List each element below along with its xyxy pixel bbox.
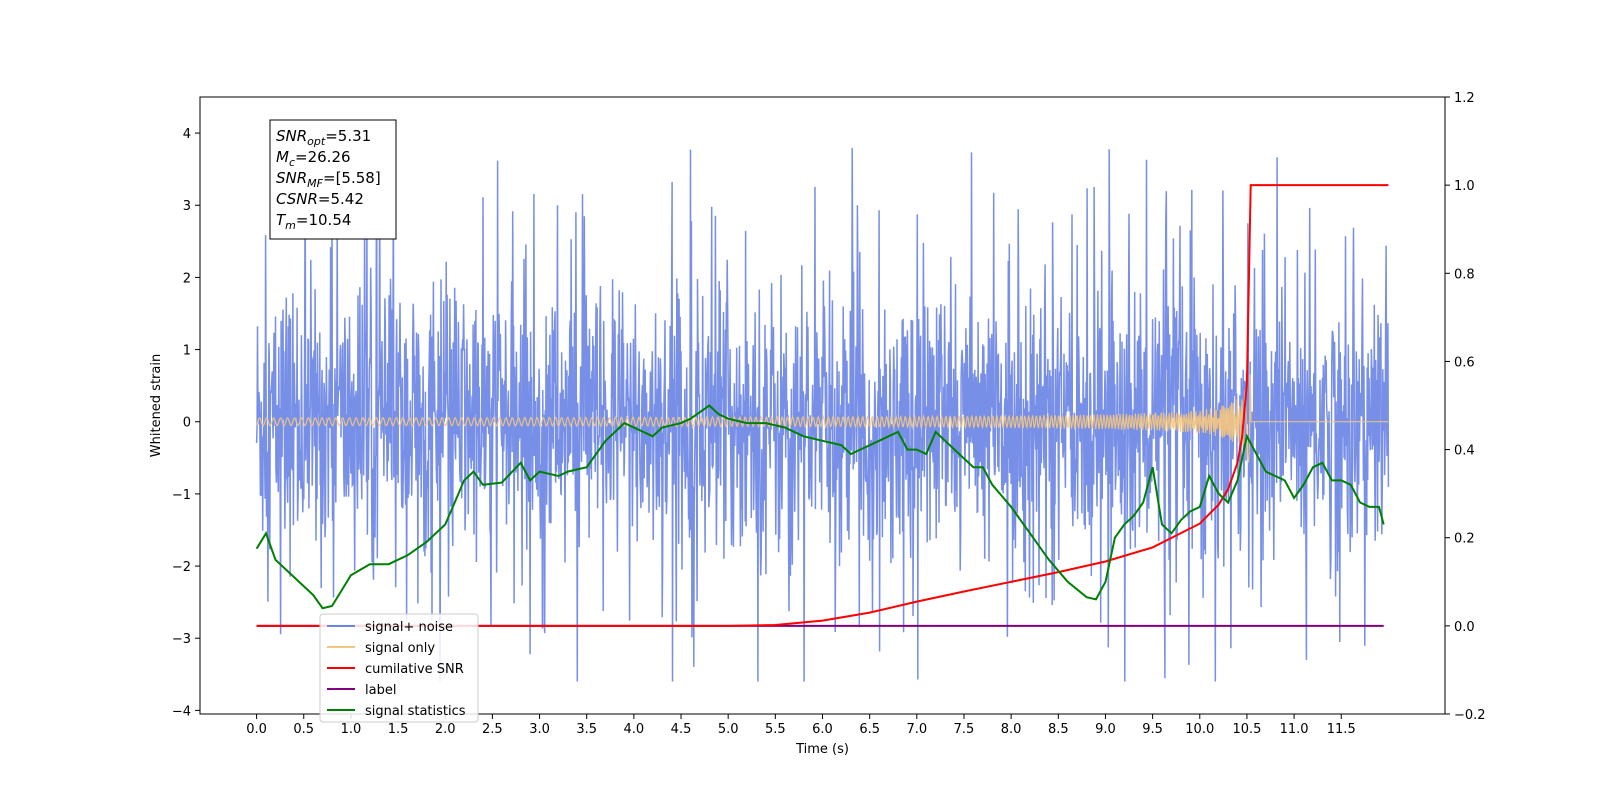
x-tick-label: 11.5 — [1327, 722, 1356, 737]
legend-entry: signal statistics — [365, 704, 466, 719]
info-box-frame — [269, 119, 397, 240]
x-axis-label: Time (s) — [795, 742, 849, 757]
y-tick-label: 3 — [183, 199, 191, 214]
x-tick-label: 10.0 — [1185, 722, 1214, 737]
x-tick-label: 8.0 — [1001, 722, 1022, 737]
info-box: SNRopt=5.31Mc=26.26SNRMF=[5.58]CSNR=5.42… — [269, 119, 397, 240]
legend-frame — [319, 613, 479, 723]
x-tick-label: 4.0 — [624, 722, 645, 737]
y-tick-label: −3 — [172, 632, 191, 647]
y2-tick-label: 0.4 — [1454, 444, 1475, 459]
x-tick-label: 3.0 — [529, 722, 550, 737]
info-box-line: SNRMF=[5.58] — [276, 169, 381, 190]
x-tick-label: 5.0 — [718, 722, 739, 737]
legend-entry: signal+ noise — [365, 620, 453, 635]
x-tick-label: 8.5 — [1048, 722, 1069, 737]
x-tick-label: 7.0 — [906, 722, 927, 737]
y-tick-label: 2 — [183, 271, 191, 286]
y-tick-label: 0 — [183, 416, 191, 431]
legend-entry: cumilative SNR — [365, 662, 464, 677]
info-box-line: Mc=26.26 — [276, 148, 351, 169]
legend: signal+ noise signal only cumilative SNR la… — [319, 613, 479, 723]
legend-entry: signal only — [365, 641, 435, 656]
y-tick-label: −2 — [172, 560, 191, 575]
x-tick-label: 7.5 — [954, 722, 975, 737]
stats-line — [255, 404, 1385, 610]
x-tick-label: 6.5 — [859, 722, 880, 737]
signal-plus-noise-line — [255, 147, 1390, 682]
y-tick-label: −4 — [172, 704, 191, 719]
series-signal-plus-noise — [255, 147, 1390, 682]
x-tick-label: 6.0 — [812, 722, 833, 737]
info-box-line: Tm=10.54 — [276, 211, 351, 232]
x-tick-label: 5.5 — [765, 722, 786, 737]
y2-tick-label: 0.2 — [1454, 532, 1475, 547]
legend-entry: label — [365, 683, 396, 698]
x-tick-label: 9.0 — [1095, 722, 1116, 737]
y-tick-label: 1 — [183, 344, 191, 359]
info-box-line: CSNR=5.42 — [276, 190, 364, 208]
y2-tick-label: 1.0 — [1454, 179, 1475, 194]
x-tick-label: 2.5 — [482, 722, 503, 737]
x-tick-label: 4.5 — [671, 722, 692, 737]
y2-tick-label: 0.0 — [1454, 620, 1475, 635]
y2-tick-label: −0.2 — [1454, 708, 1486, 723]
x-tick-label: 10.5 — [1232, 722, 1261, 737]
series-cumulative-snr — [256, 184, 1389, 627]
y-axis-label: Whitened strain — [149, 354, 164, 457]
y2-tick-label: 1.2 — [1454, 91, 1475, 106]
csnr-line — [256, 184, 1389, 627]
y2-tick-label: 0.6 — [1454, 355, 1475, 370]
x-tick-label: 1.5 — [388, 722, 409, 737]
x-tick-label: 0.5 — [293, 722, 314, 737]
x-tick-label: 0.0 — [246, 722, 267, 737]
x-tick-label: 2.0 — [435, 722, 456, 737]
series-signal-only — [256, 374, 1389, 463]
x-tick-label: 9.5 — [1142, 722, 1163, 737]
y-tick-label: 4 — [183, 127, 191, 142]
x-tick-label: 11.0 — [1280, 722, 1309, 737]
x-tick-label: 1.0 — [341, 722, 362, 737]
info-box-line: SNRopt=5.31 — [276, 127, 371, 148]
signal-only-line — [256, 374, 1389, 463]
series-signal-statistics — [255, 404, 1385, 610]
axes: 0.0 0.5 1.0 1.5 2.0 2.5 3.0 3.5 4.0 4.5 5.0 5.5 6.0 6… — [149, 91, 1486, 757]
x-tick-label: 3.5 — [576, 722, 597, 737]
y-tick-label: −1 — [172, 488, 191, 503]
y2-tick-label: 0.8 — [1454, 267, 1475, 282]
